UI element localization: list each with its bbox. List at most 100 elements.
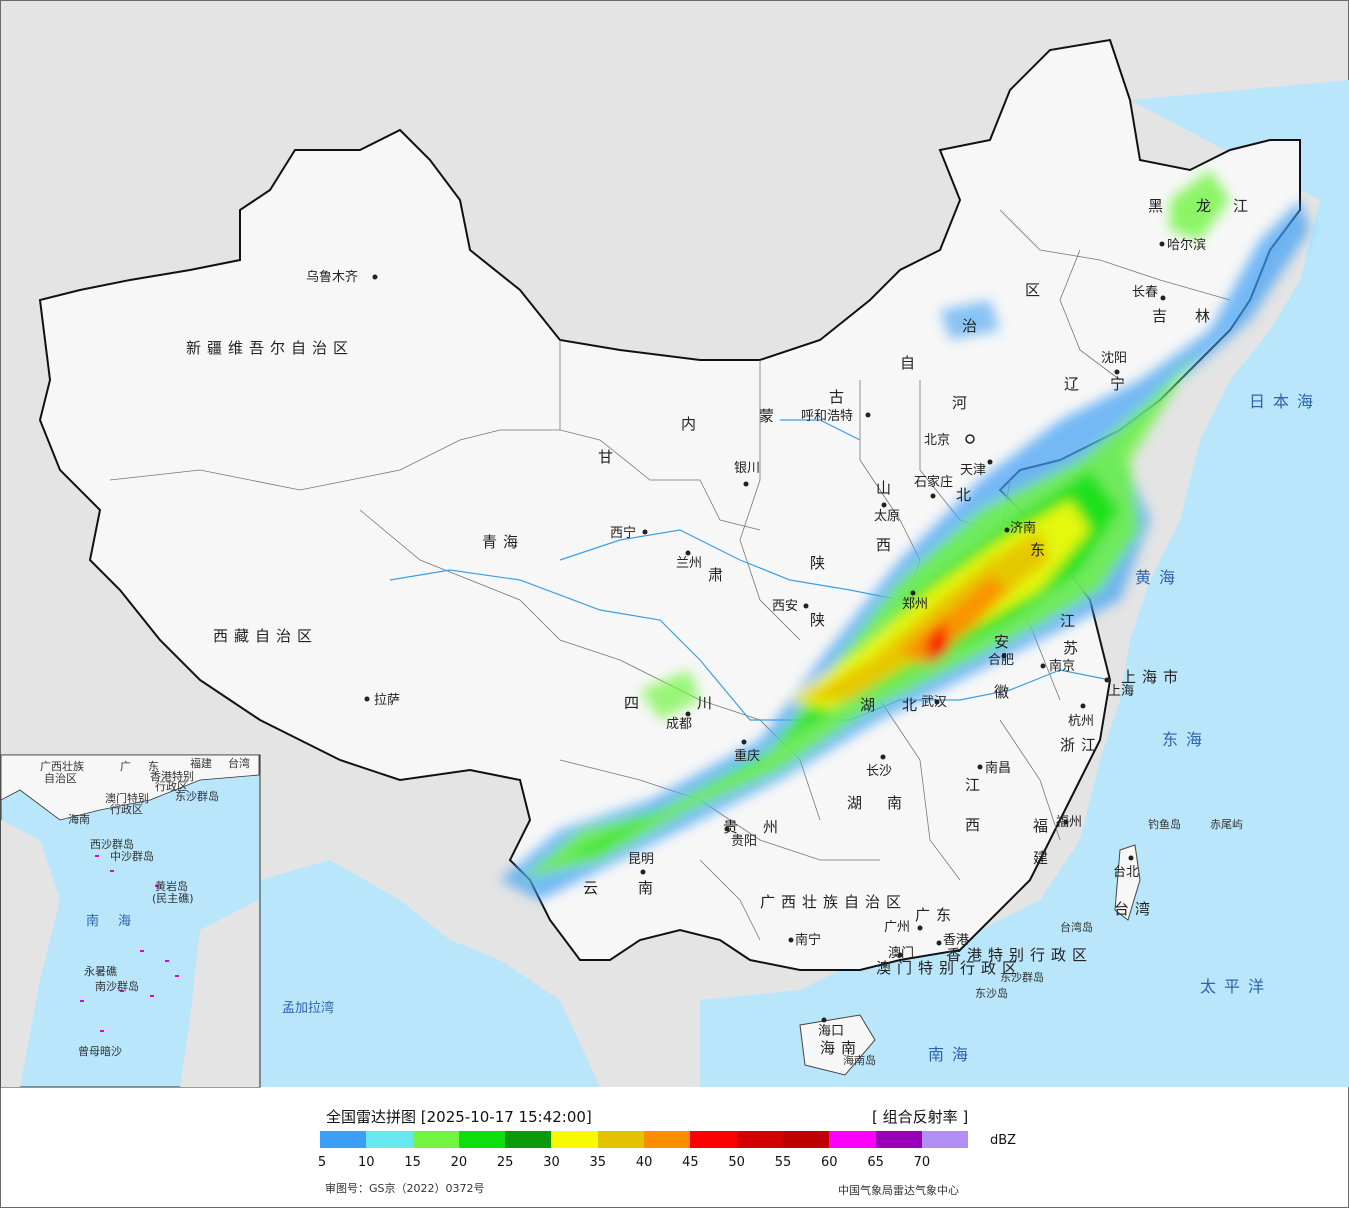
inset-label: 行政区 [110, 802, 143, 816]
city-nanjing: 南京 [1049, 658, 1075, 674]
radar-map[interactable]: 广西壮族 自治区 广 东 福建 台湾 香港特别 澳门特别 行政区 行政区 东沙群… [0, 0, 1349, 1088]
city-fuzhou: 福州 [1056, 815, 1082, 830]
legend-swatch [644, 1131, 691, 1148]
province-label: 湖 [847, 794, 868, 812]
province-label: 澳门特别行政区 [876, 959, 1023, 977]
city-guangzhou: 广州 [884, 920, 910, 935]
province-label: 黑 [1148, 197, 1169, 215]
city-changchun: 长春 [1132, 285, 1158, 300]
legend-swatch [366, 1131, 413, 1148]
sea-label: 孟加拉湾 [282, 1000, 334, 1016]
agency-name: 中国气象局雷达气象中心 [838, 1184, 959, 1197]
province-label: 江 [1233, 197, 1254, 215]
sea-labels: 日本海 黄海 东海 太平洋 南海 孟加拉湾 钓鱼岛 赤尾屿 台湾岛 东沙群岛 东… [282, 392, 1313, 1067]
inset-label: 黄岩岛 [155, 879, 188, 893]
province-label: 新疆维吾尔自治区 [186, 339, 354, 357]
province-label: 北 [956, 486, 977, 504]
province-label: 自 [900, 354, 921, 372]
province-label: 广东 [915, 906, 957, 924]
province-label: 林 [1195, 307, 1216, 325]
inset-label: 台湾 [228, 756, 250, 770]
city-shanghai: 上海 [1108, 684, 1134, 699]
inset-label: (民主礁) [152, 891, 194, 905]
bay-of-bengal [260, 860, 600, 1087]
inset-label: 南 [86, 913, 99, 929]
legend-tick-label: 70 [913, 1155, 931, 1170]
inset-label: 东 [148, 760, 159, 773]
legend-title: 全国雷达拼图 [2025-10-17 15:42:00] [326, 1108, 592, 1126]
legend-unit: dBZ [990, 1133, 1017, 1148]
city-markers: 乌鲁木齐 拉萨 西宁 兰州 银川 呼和浩特 北京 天津 石家庄 太原 西安 郑州… [306, 237, 1206, 1039]
city-zhengzhou: 郑州 [902, 597, 928, 612]
province-label: 蒙 [759, 407, 780, 425]
province-label: 川 [697, 694, 718, 712]
legend-tick-label: 60 [821, 1155, 838, 1170]
province-label: 南 [638, 879, 659, 897]
city-tianjin: 天津 [960, 463, 986, 478]
legend-swatch [551, 1131, 598, 1148]
sea-label: 黄海 [1135, 568, 1183, 587]
inset-label: 海南 [68, 812, 90, 826]
province-label: 西藏自治区 [213, 627, 318, 645]
legend-swatch [736, 1131, 783, 1148]
province-label: 西 [876, 536, 897, 554]
city-harbin: 哈尔滨 [1167, 237, 1206, 253]
province-label: 云 [583, 879, 604, 897]
city-hefei: 合肥 [988, 653, 1014, 668]
province-label: 台湾 [1114, 900, 1156, 918]
city-changsha: 长沙 [866, 764, 892, 779]
province-label: 福 [1033, 817, 1054, 835]
city-nanchang: 南昌 [985, 760, 1011, 776]
sea-label: 南海 [928, 1045, 976, 1064]
province-label: 浙江 [1060, 736, 1102, 754]
city-kunming: 昆明 [628, 852, 654, 867]
legend-swatch [412, 1131, 459, 1148]
province-label: 贵 [723, 818, 744, 836]
legend-tick-label: 20 [450, 1155, 468, 1170]
province-label: 河 [952, 394, 973, 412]
province-label: 陕 [810, 554, 831, 572]
province-label: 建 [1033, 849, 1054, 867]
province-label: 州 [763, 818, 784, 836]
province-label: 东 [1030, 541, 1051, 559]
legend-tick-label: 15 [404, 1155, 421, 1170]
legend-tick-label: 30 [543, 1155, 560, 1170]
province-label: 吉 [1152, 307, 1173, 325]
province-label: 苏 [1063, 639, 1084, 657]
city-chongqing: 重庆 [734, 748, 760, 764]
province-label: 北 [902, 696, 923, 714]
province-label: 江 [965, 776, 986, 794]
legend-product: [ 组合反射率 ] [872, 1108, 969, 1126]
inset-label: 南沙群岛 [95, 979, 139, 993]
hainan-island [799, 1014, 876, 1076]
province-label: 安 [994, 633, 1015, 651]
inset-label: 东沙群岛 [175, 789, 219, 803]
inset-label: 中沙群岛 [110, 849, 154, 863]
province-label: 南 [887, 794, 908, 812]
city-haikou: 海口 [818, 1024, 844, 1039]
inset-label: 香港特别 [150, 769, 194, 783]
city-hangzhou: 杭州 [1068, 714, 1094, 729]
sea-label: 东海 [1162, 730, 1210, 749]
island-label: 东沙群岛 [1000, 970, 1044, 984]
city-lhasa: 拉萨 [374, 693, 400, 708]
province-label: 海南 [820, 1039, 862, 1057]
inset-label: 行政区 [155, 779, 188, 793]
legend-swatch [458, 1131, 506, 1148]
province-label: 治 [962, 317, 983, 335]
province-label: 宁 [1110, 375, 1131, 393]
province-label: 江 [1060, 612, 1081, 630]
legend-panel [0, 1088, 1349, 1208]
island-label: 海南岛 [843, 1053, 876, 1067]
city-yinchuan: 银川 [734, 461, 760, 476]
island-label: 台湾岛 [1060, 920, 1093, 934]
sea-label: 太平洋 [1200, 977, 1272, 996]
city-shijiazhuang: 石家庄 [914, 474, 953, 490]
province-label: 山 [876, 479, 897, 497]
province-label: 青海 [482, 533, 524, 551]
island-label: 钓鱼岛 [1148, 817, 1181, 831]
island-label: 东沙岛 [975, 986, 1008, 1000]
legend-tick-label: 40 [635, 1155, 653, 1170]
city-jinan: 济南 [1010, 520, 1036, 536]
china-landmass [38, 38, 1301, 971]
